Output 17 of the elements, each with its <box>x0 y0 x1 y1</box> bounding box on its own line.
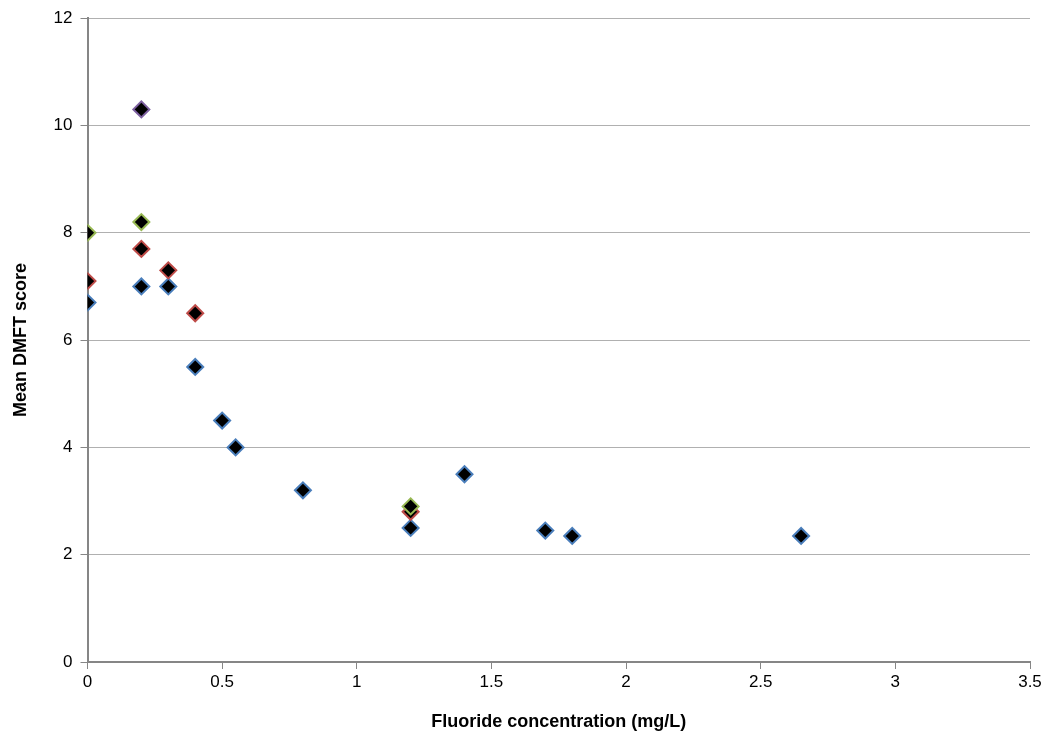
x-tick-label: 0 <box>82 671 93 691</box>
y-tick-label: 10 <box>53 115 73 135</box>
y-tick-label: 12 <box>53 7 73 27</box>
x-tick-label: 2 <box>621 671 631 691</box>
y-axis-title: Mean DMFT score <box>9 263 30 418</box>
x-tick-label: 0.5 <box>210 671 234 691</box>
x-axis-title: Fluoride concentration (mg/L) <box>431 711 687 732</box>
x-tick-label: 1.5 <box>479 671 504 691</box>
x-tick-label: 3.5 <box>1018 671 1042 691</box>
x-tick-label: 1 <box>352 671 362 691</box>
y-tick-label: 6 <box>63 329 73 349</box>
x-tick-label: 3 <box>890 671 901 691</box>
y-tick-label: 8 <box>63 222 73 242</box>
y-tick-label: 4 <box>63 437 73 457</box>
y-tick-label: 2 <box>63 544 73 564</box>
x-tick-label: 2.5 <box>748 671 773 691</box>
y-tick-label: 0 <box>63 651 73 671</box>
